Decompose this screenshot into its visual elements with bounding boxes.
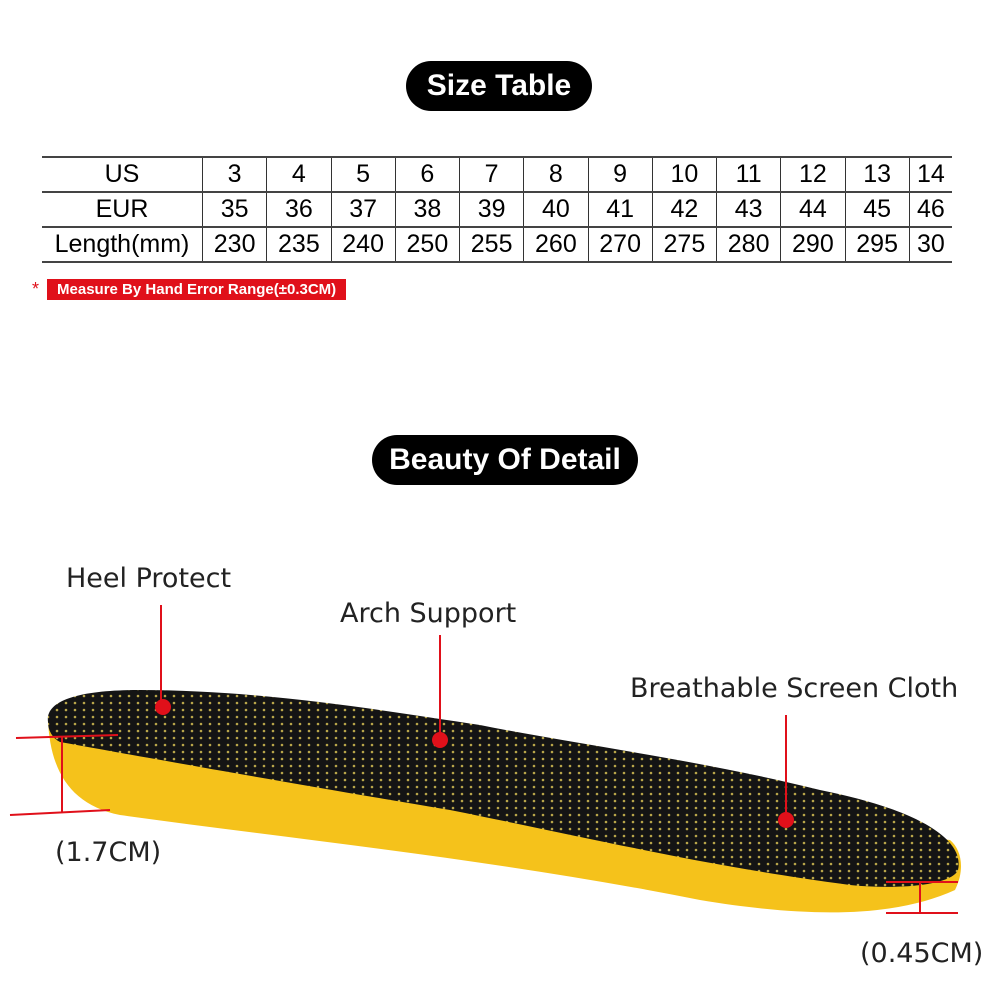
size-row: US 3 4 5 6 7 8 9 10 11 12 13 14 <box>42 156 952 193</box>
insole-mesh-top <box>47 690 959 887</box>
size-cell: 250 <box>394 226 460 263</box>
toe-height-label: (0.45CM) <box>860 938 984 969</box>
asterisk-icon: * <box>32 279 40 299</box>
size-cell: 43 <box>715 191 781 228</box>
size-cell: 12 <box>780 156 845 193</box>
heel-height-label: (1.7CM) <box>55 837 162 868</box>
arch-dot <box>432 732 448 748</box>
size-row: EUR 35 36 37 38 39 40 41 42 43 44 45 46 <box>42 191 952 228</box>
detail-title: Beauty Of Detail <box>372 435 638 485</box>
size-cell: 30 <box>908 226 952 263</box>
size-cell: 35 <box>201 191 267 228</box>
size-cell: 36 <box>266 191 331 228</box>
heel-protect-label: Heel Protect <box>66 563 232 594</box>
row-label: EUR <box>42 191 203 228</box>
size-cell: 260 <box>523 226 588 263</box>
size-cell: 270 <box>587 226 653 263</box>
size-cell: 8 <box>523 156 588 193</box>
size-cell: 41 <box>587 191 653 228</box>
size-cell: 4 <box>266 156 331 193</box>
size-cell: 13 <box>844 156 910 193</box>
size-cell: 235 <box>266 226 331 263</box>
size-row: Length(mm) 230 235 240 250 255 260 270 275 280 290… <box>42 226 952 263</box>
size-cell: 39 <box>458 191 524 228</box>
size-cell: 280 <box>715 226 781 263</box>
size-cell: 295 <box>844 226 910 263</box>
size-cell: 240 <box>330 226 396 263</box>
size-cell: 3 <box>201 156 267 193</box>
size-cell: 42 <box>651 191 717 228</box>
measure-note-text: Measure By Hand Error Range(±0.3CM) <box>47 279 347 300</box>
size-cell: 11 <box>715 156 781 193</box>
size-cell: 44 <box>780 191 845 228</box>
heel-dot <box>155 699 171 715</box>
row-label: US <box>42 156 203 193</box>
size-cell: 38 <box>394 191 460 228</box>
arch-support-label: Arch Support <box>340 598 517 629</box>
size-cell: 46 <box>908 191 952 228</box>
size-cell: 9 <box>587 156 653 193</box>
measure-note: * Measure By Hand Error Range(±0.3CM) <box>32 279 347 300</box>
row-label: Length(mm) <box>42 226 203 263</box>
size-cell: 10 <box>651 156 717 193</box>
cloth-dot <box>778 812 794 828</box>
heel-top-line <box>15 734 119 739</box>
heel-bottom-line <box>9 809 111 816</box>
size-cell: 40 <box>523 191 588 228</box>
size-table-title: Size Table <box>406 61 592 111</box>
size-cell: 290 <box>780 226 845 263</box>
size-cell: 14 <box>908 156 952 193</box>
size-cell: 275 <box>651 226 717 263</box>
size-cell: 230 <box>201 226 267 263</box>
size-cell: 255 <box>458 226 524 263</box>
size-cell: 6 <box>394 156 460 193</box>
size-cell: 37 <box>330 191 396 228</box>
size-cell: 5 <box>330 156 396 193</box>
size-cell: 45 <box>844 191 910 228</box>
size-cell: 7 <box>458 156 524 193</box>
breathable-cloth-label: Breathable Screen Cloth <box>630 673 959 704</box>
size-table: US 3 4 5 6 7 8 9 10 11 12 13 14 EUR 35 36 37 38 39 40 41 42 43… <box>42 156 952 263</box>
